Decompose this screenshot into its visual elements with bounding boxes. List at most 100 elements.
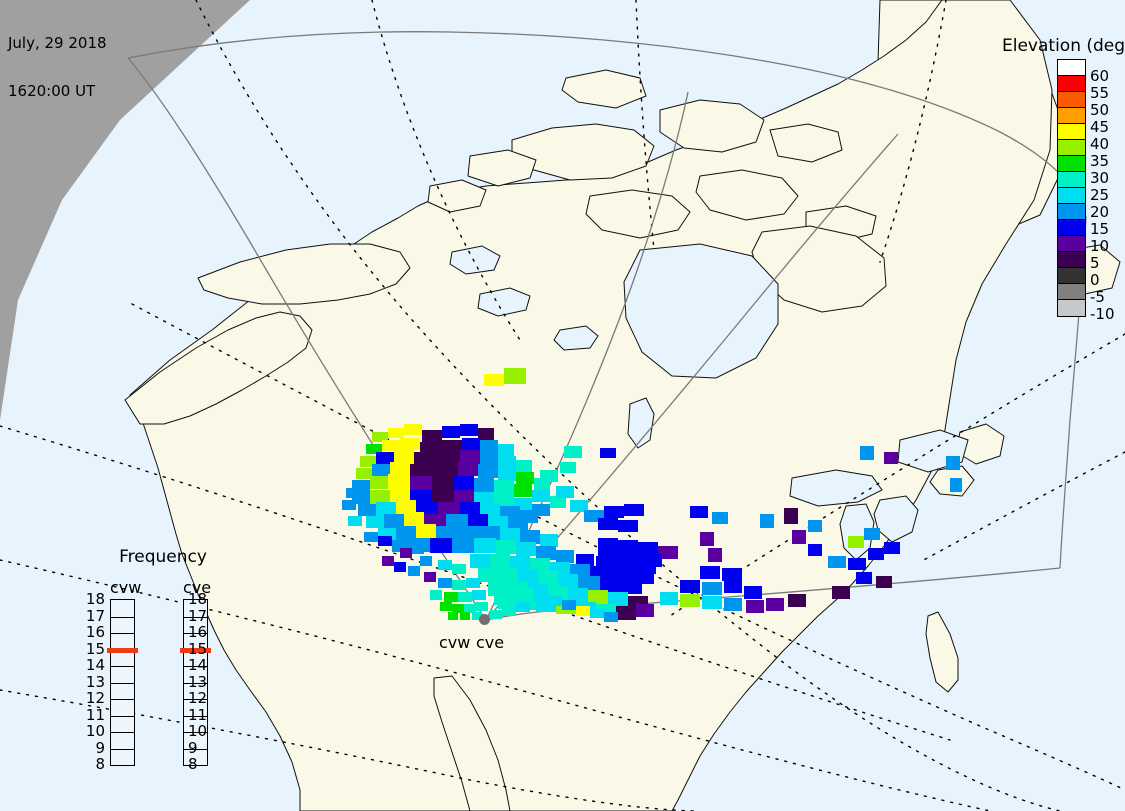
radar-data-cells <box>342 368 962 622</box>
radar-cell <box>564 446 582 458</box>
arctic-island-5 <box>467 149 537 187</box>
radar-cell <box>608 592 628 606</box>
colorbar-swatch <box>1058 252 1085 268</box>
radar-cell <box>430 538 452 553</box>
radar-cell <box>448 612 458 620</box>
gauge-value-marker <box>107 647 138 653</box>
gauge-tick <box>111 633 134 634</box>
radar-cell <box>576 606 590 616</box>
colorbar-swatch <box>1058 220 1085 236</box>
radar-cell <box>458 526 480 541</box>
radar-cell <box>884 542 900 554</box>
radar-cell <box>808 544 822 556</box>
radar-cell <box>452 580 466 590</box>
radar-cell <box>446 514 468 529</box>
radar-cell <box>832 586 850 599</box>
radar-cell <box>474 478 494 492</box>
radar-cell <box>590 608 604 618</box>
radar-cell <box>744 586 762 599</box>
colorbar-swatch <box>1058 172 1085 188</box>
radar-cell <box>562 600 576 610</box>
radar-cell <box>470 554 490 568</box>
radar-cell <box>658 546 678 559</box>
radar-cell <box>442 426 460 438</box>
radar-cell <box>556 486 574 498</box>
great-bear-lake <box>449 245 501 275</box>
landmass-group <box>124 0 1121 811</box>
radar-cell <box>624 504 644 516</box>
radar-cell <box>496 540 516 554</box>
radar-cell <box>460 612 470 620</box>
radar-cell <box>422 430 442 442</box>
arctic-island-7 <box>769 123 843 163</box>
radar-cell <box>548 596 562 606</box>
radar-cell <box>490 554 510 568</box>
radar-cell <box>384 514 404 528</box>
colorbar-tick-label: 10 <box>1090 237 1110 255</box>
radar-cell <box>452 538 474 553</box>
radar-cell <box>454 476 474 490</box>
radar-cell <box>534 592 548 602</box>
colorbar-swatch <box>1058 284 1085 300</box>
radar-cell <box>458 462 478 476</box>
colorbar-swatch <box>1058 300 1085 316</box>
radar-cell <box>702 582 722 595</box>
radar-cell <box>452 604 464 613</box>
frequency-scale-label: 13 <box>85 672 105 691</box>
station-label-cvw: cvw <box>439 633 471 652</box>
radar-cell <box>884 452 898 464</box>
radar-cell <box>556 550 574 563</box>
fov-boundary-arc <box>127 31 1087 219</box>
colorbar-tick-label: 30 <box>1090 169 1110 187</box>
radar-cell <box>436 526 458 541</box>
radar-cell <box>480 452 498 465</box>
radar-cell <box>488 582 508 596</box>
radar-cell <box>598 518 618 530</box>
frequency-gauge-row: 18 17 16 15 14 13 12 11 10 9 8 cvw cve 18 17 16 15 14 1… <box>85 569 238 779</box>
radar-cell <box>370 490 390 504</box>
radar-cell <box>622 580 642 594</box>
radar-cell <box>432 476 454 492</box>
radar-cell <box>376 502 396 516</box>
radar-cell <box>462 438 480 450</box>
radar-cell <box>558 574 578 588</box>
radar-cell <box>868 548 884 560</box>
radar-cell <box>420 556 432 566</box>
radar-cell <box>356 468 372 479</box>
gauge-tick <box>111 699 134 700</box>
radar-cell <box>396 526 416 540</box>
radar-cell <box>576 554 594 567</box>
radar-cell <box>540 534 558 547</box>
radar-cell <box>424 572 436 582</box>
radar-cell <box>390 488 410 502</box>
grid-line-2 <box>371 0 521 341</box>
gauge-tick <box>184 748 207 750</box>
colorbar-swatch <box>1058 140 1085 156</box>
radar-cell <box>480 526 500 540</box>
radar-cell <box>472 590 486 600</box>
frequency-scale-label: 17 <box>188 606 208 625</box>
gauge-tick <box>111 748 134 750</box>
frequency-scale-label: 11 <box>188 705 208 724</box>
radar-cell <box>412 544 424 554</box>
radar-cell <box>490 610 502 619</box>
colorbar-tick-label: 25 <box>1090 186 1110 204</box>
grid-line-4 <box>879 0 947 263</box>
radar-cell <box>498 456 516 468</box>
radar-cell <box>660 592 678 605</box>
frequency-scale-label: 9 <box>188 738 198 757</box>
colorbar-swatch <box>1058 204 1085 220</box>
colorbar-swatch-stack <box>1057 59 1086 317</box>
colorbar-tick-label: 35 <box>1090 152 1110 170</box>
radar-cell <box>404 512 424 526</box>
colorbar-tick-label: 50 <box>1090 101 1110 119</box>
grid-line-7 <box>0 559 991 811</box>
radar-cell <box>700 532 714 546</box>
radar-cell <box>400 548 412 558</box>
radar-cell <box>864 528 880 540</box>
gauge-tick <box>184 666 207 667</box>
radar-cell <box>400 438 420 450</box>
radar-cell <box>570 500 588 512</box>
